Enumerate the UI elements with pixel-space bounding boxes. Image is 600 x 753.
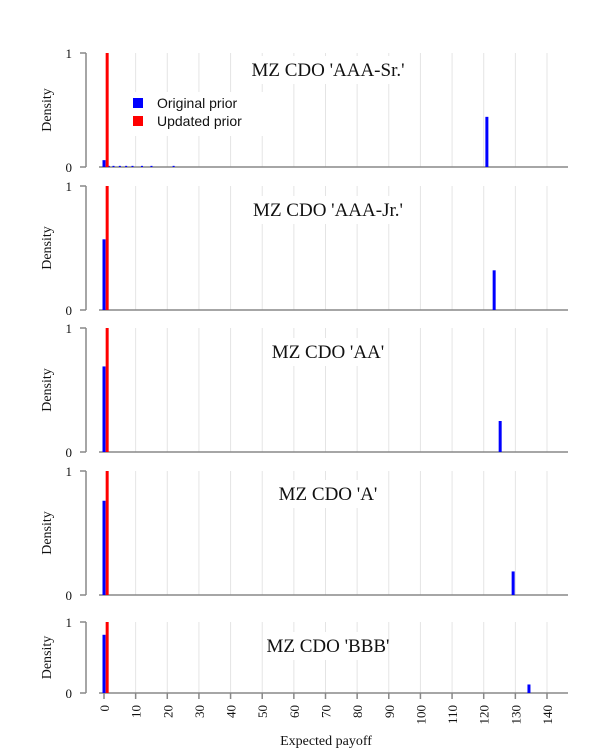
- x-tick-label: 120: [477, 705, 492, 725]
- legend-swatch: [133, 116, 143, 126]
- bar-original-prior: [140, 165, 143, 167]
- bar-original-prior: [107, 165, 110, 167]
- y-tick-label: 0: [66, 445, 73, 460]
- x-tick-label: 20: [160, 705, 175, 718]
- x-tick-label: 60: [287, 705, 302, 718]
- panel-title: MZ CDO 'A': [279, 484, 378, 505]
- x-tick-label: 0: [97, 705, 112, 712]
- bar-updated-prior: [105, 328, 109, 452]
- bar-updated-prior: [105, 622, 109, 693]
- y-tick-label: 1: [66, 46, 73, 61]
- y-tick-label: 1: [66, 321, 73, 336]
- x-tick-label: 110: [445, 705, 460, 724]
- x-tick-label: 140: [540, 705, 555, 725]
- bar-original-prior: [102, 634, 106, 693]
- x-tick-label: 30: [192, 705, 207, 718]
- title-backdrop: [268, 632, 388, 660]
- bar-original-prior: [102, 500, 106, 595]
- bar-updated-prior: [105, 186, 109, 310]
- title-backdrop: [272, 338, 384, 366]
- x-tick-label: 50: [255, 705, 270, 718]
- y-tick-label: 0: [66, 686, 73, 701]
- legend-label: Original prior: [157, 95, 237, 111]
- y-axis-label: Density: [40, 636, 55, 680]
- bar-original-prior: [511, 571, 515, 595]
- legend-label: Updated prior: [157, 113, 242, 129]
- bar-original-prior: [131, 165, 134, 167]
- x-tick-label: 90: [382, 705, 397, 718]
- legend-backdrop: [128, 92, 268, 136]
- y-axis-label: Density: [40, 368, 55, 412]
- bar-original-prior: [112, 165, 115, 167]
- x-tick-label: 40: [224, 705, 239, 718]
- bar-original-prior: [172, 165, 175, 167]
- bar-original-prior: [102, 160, 106, 167]
- bar-original-prior: [125, 165, 128, 167]
- x-tick-label: 10: [129, 705, 144, 718]
- x-tick-label: 100: [413, 705, 428, 725]
- bar-original-prior: [527, 684, 531, 693]
- y-tick-label: 1: [66, 464, 73, 479]
- x-tick-label: 130: [508, 705, 523, 725]
- title-backdrop: [251, 196, 405, 224]
- y-axis-label: Density: [40, 226, 55, 270]
- y-tick-label: 0: [66, 160, 73, 175]
- panel-title: MZ CDO 'BBB': [267, 636, 390, 657]
- x-tick-label: 70: [319, 705, 334, 718]
- y-axis-label: Density: [40, 511, 55, 555]
- panel-title: MZ CDO 'AAA-Sr.': [251, 60, 404, 81]
- y-tick-label: 1: [66, 179, 73, 194]
- title-backdrop: [251, 56, 405, 84]
- panel-title: MZ CDO 'AA': [272, 342, 384, 363]
- y-tick-label: 0: [66, 588, 73, 603]
- bar-original-prior: [102, 366, 106, 452]
- bar-original-prior: [492, 270, 496, 310]
- bar-updated-prior: [105, 471, 109, 595]
- bar-original-prior: [150, 165, 153, 167]
- bar-original-prior: [102, 239, 106, 310]
- x-axis-label: Expected payoff: [280, 734, 372, 749]
- bar-updated-prior: [105, 53, 109, 167]
- legend-swatch: [133, 98, 143, 108]
- bar-original-prior: [498, 421, 502, 452]
- bar-original-prior: [485, 116, 489, 167]
- x-tick-label: 80: [350, 705, 365, 718]
- y-axis-label: Density: [40, 88, 55, 132]
- y-tick-label: 0: [66, 303, 73, 318]
- panel-title: MZ CDO 'AAA-Jr.': [253, 200, 403, 221]
- bar-original-prior: [118, 165, 121, 167]
- y-tick-label: 1: [66, 615, 73, 630]
- title-backdrop: [277, 480, 379, 508]
